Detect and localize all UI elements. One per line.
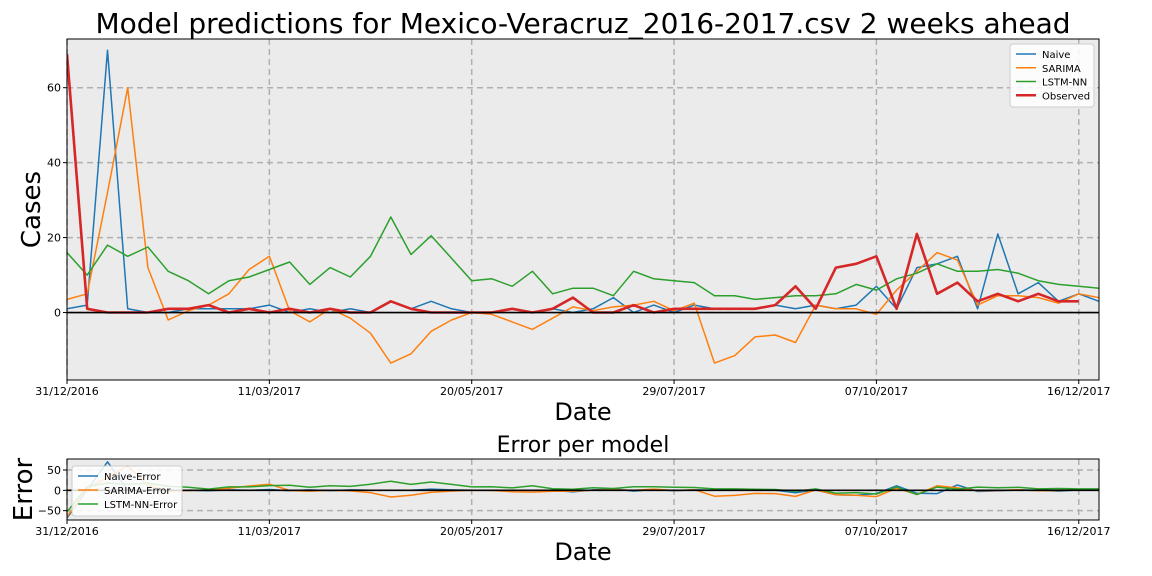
x-tick-label: 16/12/2017	[1047, 525, 1110, 538]
series-group	[67, 49, 1099, 364]
y-tick-label: 60	[47, 82, 61, 95]
plot-frame	[66, 38, 1100, 381]
y-axis-label: Error	[9, 458, 39, 522]
x-tick-label: 20/05/2017	[440, 385, 503, 398]
series-group	[67, 461, 1099, 519]
y-tick-label: 0	[54, 484, 61, 497]
x-tick-label: 11/03/2017	[238, 385, 301, 398]
x-tick-label: 20/05/2017	[440, 525, 503, 538]
x-axis-label: Date	[554, 538, 611, 566]
legend-box	[71, 465, 183, 517]
x-axis-label: Date	[554, 398, 611, 426]
legend-label: Naive-Error	[104, 472, 161, 483]
plot-area-1	[67, 39, 1099, 380]
x-tick-label: 29/07/2017	[642, 525, 705, 538]
y-tick-label: −50	[38, 505, 61, 518]
y-tick-label: 50	[47, 464, 61, 477]
x-tick-label: 11/03/2017	[238, 525, 301, 538]
x-tick-label: 07/10/2017	[845, 385, 908, 398]
x-tick-label: 07/10/2017	[845, 525, 908, 538]
x-tick-label: 16/12/2017	[1047, 385, 1110, 398]
series-line-lstm-nn-error	[67, 480, 1099, 513]
legend-label: SARIMA	[1042, 64, 1081, 75]
x-tick-label: 29/07/2017	[642, 385, 705, 398]
y-tick-label: 0	[54, 307, 61, 320]
x-tick-label: 31/12/2016	[35, 525, 98, 538]
series-line-observed	[67, 53, 1079, 314]
chart-title: Error per model	[497, 433, 670, 458]
legend-label: LSTM-NN-Error	[104, 500, 178, 511]
legend-box	[1009, 43, 1095, 108]
y-axis-label: Cases	[17, 171, 47, 248]
y-tick-label: 40	[47, 157, 61, 170]
legend-label: SARIMA-Error	[104, 486, 171, 497]
series-line-lstm-nn	[67, 216, 1099, 301]
legend-label: LSTM-NN	[1042, 78, 1087, 89]
chart-title: Model predictions for Mexico-Veracruz_20…	[95, 7, 1070, 40]
plot-frame	[66, 458, 1100, 521]
legend-label: Naive	[1042, 50, 1070, 61]
legend-label: Observed	[1042, 91, 1090, 102]
x-tick-label: 31/12/2016	[35, 385, 98, 398]
y-tick-label: 20	[47, 232, 61, 245]
